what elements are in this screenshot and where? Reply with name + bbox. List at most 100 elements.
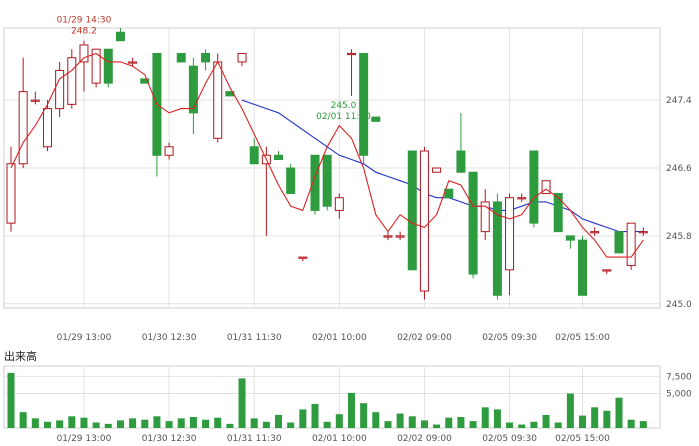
candle xyxy=(590,227,600,236)
volume-bar xyxy=(141,419,149,428)
candle-body xyxy=(213,61,223,139)
candle-body xyxy=(468,171,478,275)
volume-bar xyxy=(566,393,574,428)
candle xyxy=(140,78,150,84)
candle xyxy=(30,91,40,105)
volume-bar xyxy=(408,416,416,428)
candle-body xyxy=(6,163,16,224)
candle-body xyxy=(176,52,186,63)
moving-average-long xyxy=(241,99,644,233)
candle xyxy=(395,231,405,241)
volume-x-tick-label: 02/02 09:00 xyxy=(397,434,452,444)
volume-bar xyxy=(481,407,489,428)
candlestick-series xyxy=(6,28,648,300)
volume-bar xyxy=(360,403,368,428)
candle xyxy=(334,193,344,219)
volume-bar xyxy=(80,417,88,428)
volume-bar xyxy=(68,416,76,428)
candle-body xyxy=(164,146,174,156)
candle-body xyxy=(322,154,332,207)
volume-x-tick-label: 02/05 15:00 xyxy=(555,434,610,444)
volume-bar xyxy=(469,421,477,428)
candle xyxy=(371,116,381,122)
candle-body xyxy=(638,231,648,234)
volume-bar xyxy=(19,412,27,428)
candle xyxy=(359,52,369,164)
volume-y-tick-label: 7,500 xyxy=(666,372,692,382)
candle-body xyxy=(529,150,539,224)
candle-body xyxy=(346,52,356,56)
candle-body xyxy=(456,150,466,173)
candle xyxy=(419,146,429,300)
candle xyxy=(456,112,466,173)
candle xyxy=(468,171,478,279)
price-x-tick-label: 02/05 15:00 xyxy=(555,333,610,343)
candle-body xyxy=(91,48,101,84)
candle-body xyxy=(188,65,198,114)
candle-body xyxy=(334,197,344,211)
candle-body xyxy=(237,52,247,63)
volume-x-tick-label: 02/01 10:00 xyxy=(312,434,367,444)
candle xyxy=(322,154,332,211)
low-annotation-value: 245.0 xyxy=(331,101,357,111)
candle-body xyxy=(578,239,588,296)
candle xyxy=(176,52,186,63)
ma-long-line xyxy=(241,99,644,233)
volume-bar xyxy=(7,372,15,428)
volume-bar xyxy=(116,420,124,428)
candle-body xyxy=(298,256,308,259)
volume-bar xyxy=(335,414,343,428)
volume-bar xyxy=(579,415,587,428)
candle xyxy=(18,57,28,168)
candle xyxy=(164,142,174,160)
candle xyxy=(128,57,138,67)
candle xyxy=(505,193,515,296)
volume-bar xyxy=(445,417,453,428)
candle-body xyxy=(55,69,65,110)
volume-x-tick-label: 02/05 09:30 xyxy=(482,434,537,444)
candle xyxy=(79,40,89,92)
candle xyxy=(602,269,612,275)
volume-bar xyxy=(153,416,161,428)
volume-bar xyxy=(287,422,295,428)
volume-bar xyxy=(591,407,599,428)
volume-bar xyxy=(226,423,234,428)
price-x-tick-label: 01/30 12:30 xyxy=(142,333,197,343)
candle xyxy=(614,231,624,254)
volume-bar xyxy=(177,418,185,428)
candle-body xyxy=(103,48,113,84)
volume-bar xyxy=(275,414,283,428)
candle xyxy=(432,167,442,173)
candle-body xyxy=(18,91,28,165)
volume-bar xyxy=(627,419,635,428)
volume-bar xyxy=(56,420,64,428)
candle xyxy=(517,193,527,202)
price-grid xyxy=(3,27,661,309)
candle-body xyxy=(140,78,150,84)
candle xyxy=(383,231,393,241)
volume-panel-frame xyxy=(3,365,661,429)
volume-bar xyxy=(262,421,270,428)
high-annotation-date: 01/29 14:30 xyxy=(57,16,112,26)
volume-bar xyxy=(639,421,647,428)
candle xyxy=(638,227,648,236)
volume-bar xyxy=(506,422,514,428)
candle-body xyxy=(359,52,369,156)
candle xyxy=(553,192,563,233)
volume-bar xyxy=(433,424,441,428)
volume-bar xyxy=(104,423,112,428)
candle-body xyxy=(201,52,211,63)
candle-body xyxy=(371,116,381,122)
moving-average-short xyxy=(10,52,644,258)
volume-bar xyxy=(323,421,331,428)
volume-y-tick-label: 5,000 xyxy=(666,390,692,400)
volume-x-tick-label: 01/31 11:30 xyxy=(227,434,282,444)
candle-body xyxy=(626,222,636,267)
volume-bar xyxy=(518,424,526,428)
axis-labels: 245.0 245.8 246.6 247.4 01/29 13:00 01/29 13:… xyxy=(57,96,692,444)
candle xyxy=(115,28,125,42)
candle xyxy=(237,52,247,67)
candle-body xyxy=(383,235,393,238)
volume-bar xyxy=(129,418,137,428)
volume-bar xyxy=(92,422,100,428)
